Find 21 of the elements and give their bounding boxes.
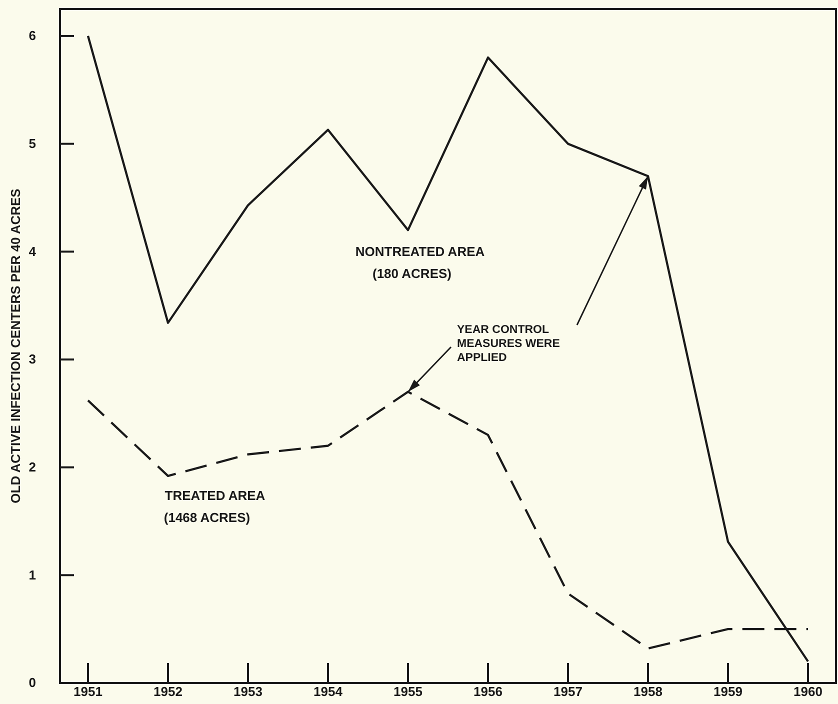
x-tick-label: 1954 <box>314 684 344 700</box>
x-tick-label: 1957 <box>554 684 582 700</box>
x-tick-label: 1951 <box>74 684 102 700</box>
x-tick-label: 1960 <box>794 684 822 700</box>
x-tick-label: 1955 <box>394 684 422 700</box>
y-tick-label: 0 <box>28 675 36 690</box>
y-tick-label: 3 <box>28 352 36 367</box>
y-tick-label: 4 <box>28 244 37 259</box>
y-tick-label: 6 <box>28 28 36 44</box>
y-axis-title: OLD ACTIVE INFECTION CENTERS PER 40 ACRES <box>8 188 23 504</box>
annotation: YEAR CONTROL MEASURES WERE APPLIED <box>457 324 560 364</box>
y-tick-label: 2 <box>28 459 36 474</box>
y-tick-label: 5 <box>28 136 36 151</box>
x-tick-label: 1959 <box>714 684 742 700</box>
x-tick-label: 1956 <box>474 684 502 700</box>
series-label: TREATED AREA (1468 ACRES) <box>164 488 266 525</box>
y-tick-label: 1 <box>28 567 36 582</box>
x-tick-label: 1958 <box>634 684 662 700</box>
x-tick-label: 1953 <box>234 684 262 700</box>
text: NONTREATED AREA (180 ACRES) <box>355 244 486 281</box>
x-tick-label: 1952 <box>154 684 182 700</box>
